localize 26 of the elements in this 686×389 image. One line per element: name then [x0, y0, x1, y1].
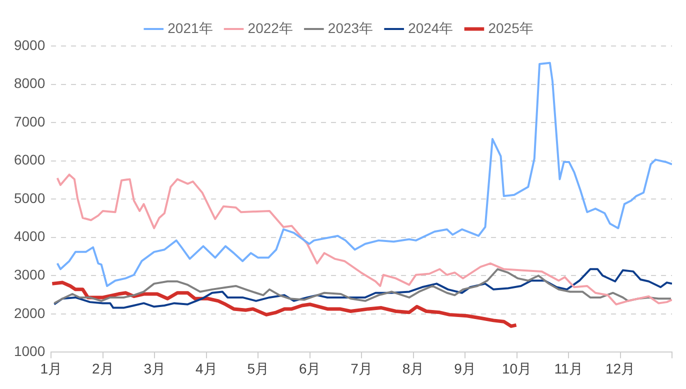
legend-label: 2023年 [328, 20, 374, 36]
y-tick-label: 7000 [14, 113, 46, 130]
y-tick-label: 9000 [14, 36, 46, 53]
x-tick-label: 8月 [402, 360, 424, 376]
y-tick-label: 2000 [14, 304, 46, 321]
x-tick-label: 7月 [350, 360, 372, 376]
x-tick-label: 9月 [454, 360, 476, 376]
y-tick-label: 6000 [14, 152, 46, 168]
legend-label: 2024年 [408, 20, 454, 36]
x-tick-label: 3月 [144, 360, 166, 376]
legend-label: 2022年 [248, 20, 293, 36]
y-tick-label: 8000 [14, 75, 46, 92]
x-tick-label: 1月 [40, 360, 62, 376]
y-tick-label: 3000 [14, 266, 46, 283]
x-tick-label: 5月 [247, 360, 269, 376]
x-tick-label: 10月 [502, 360, 532, 376]
y-tick-label: 5000 [14, 190, 46, 206]
y-tick-label: 4000 [14, 228, 46, 244]
x-tick-label: 11月 [554, 360, 583, 376]
x-tick-label: 6月 [298, 360, 321, 376]
legend-label: 2021年 [168, 20, 213, 36]
x-tick-label: 2月 [92, 360, 114, 376]
y-tick-label: 1000 [14, 343, 46, 360]
legend-label: 2025年 [488, 20, 534, 36]
x-tick-label: 4月 [195, 360, 218, 376]
x-tick-label: 12月 [605, 360, 636, 376]
